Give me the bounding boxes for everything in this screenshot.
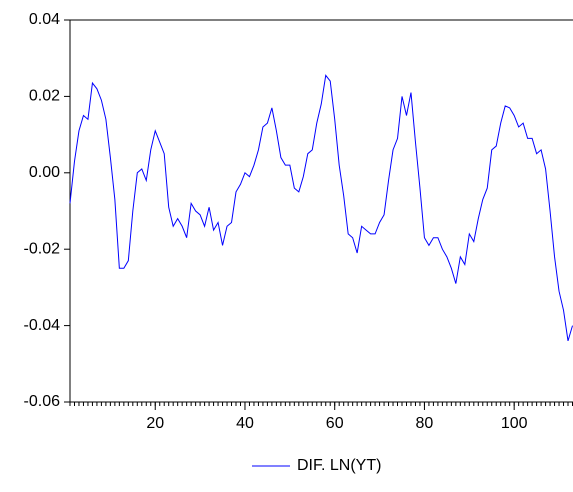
x-tick-label: 100 xyxy=(501,415,528,432)
x-tick-label: 80 xyxy=(416,415,434,432)
x-tick-label: 20 xyxy=(146,415,164,432)
x-tick-label: 40 xyxy=(236,415,254,432)
y-tick-label: 0.00 xyxy=(29,164,60,181)
y-tick-label: 0.04 xyxy=(29,11,60,28)
series-line xyxy=(69,74,573,342)
legend-label: DIF. LN(YT) xyxy=(297,457,381,474)
plot-frame xyxy=(69,19,573,403)
y-tick-label: 0.02 xyxy=(29,88,60,105)
x-tick-label: 60 xyxy=(326,415,344,432)
y-tick-label: -0.06 xyxy=(24,393,61,410)
y-tick-label: -0.02 xyxy=(24,240,61,257)
y-tick-label: -0.04 xyxy=(24,317,61,334)
